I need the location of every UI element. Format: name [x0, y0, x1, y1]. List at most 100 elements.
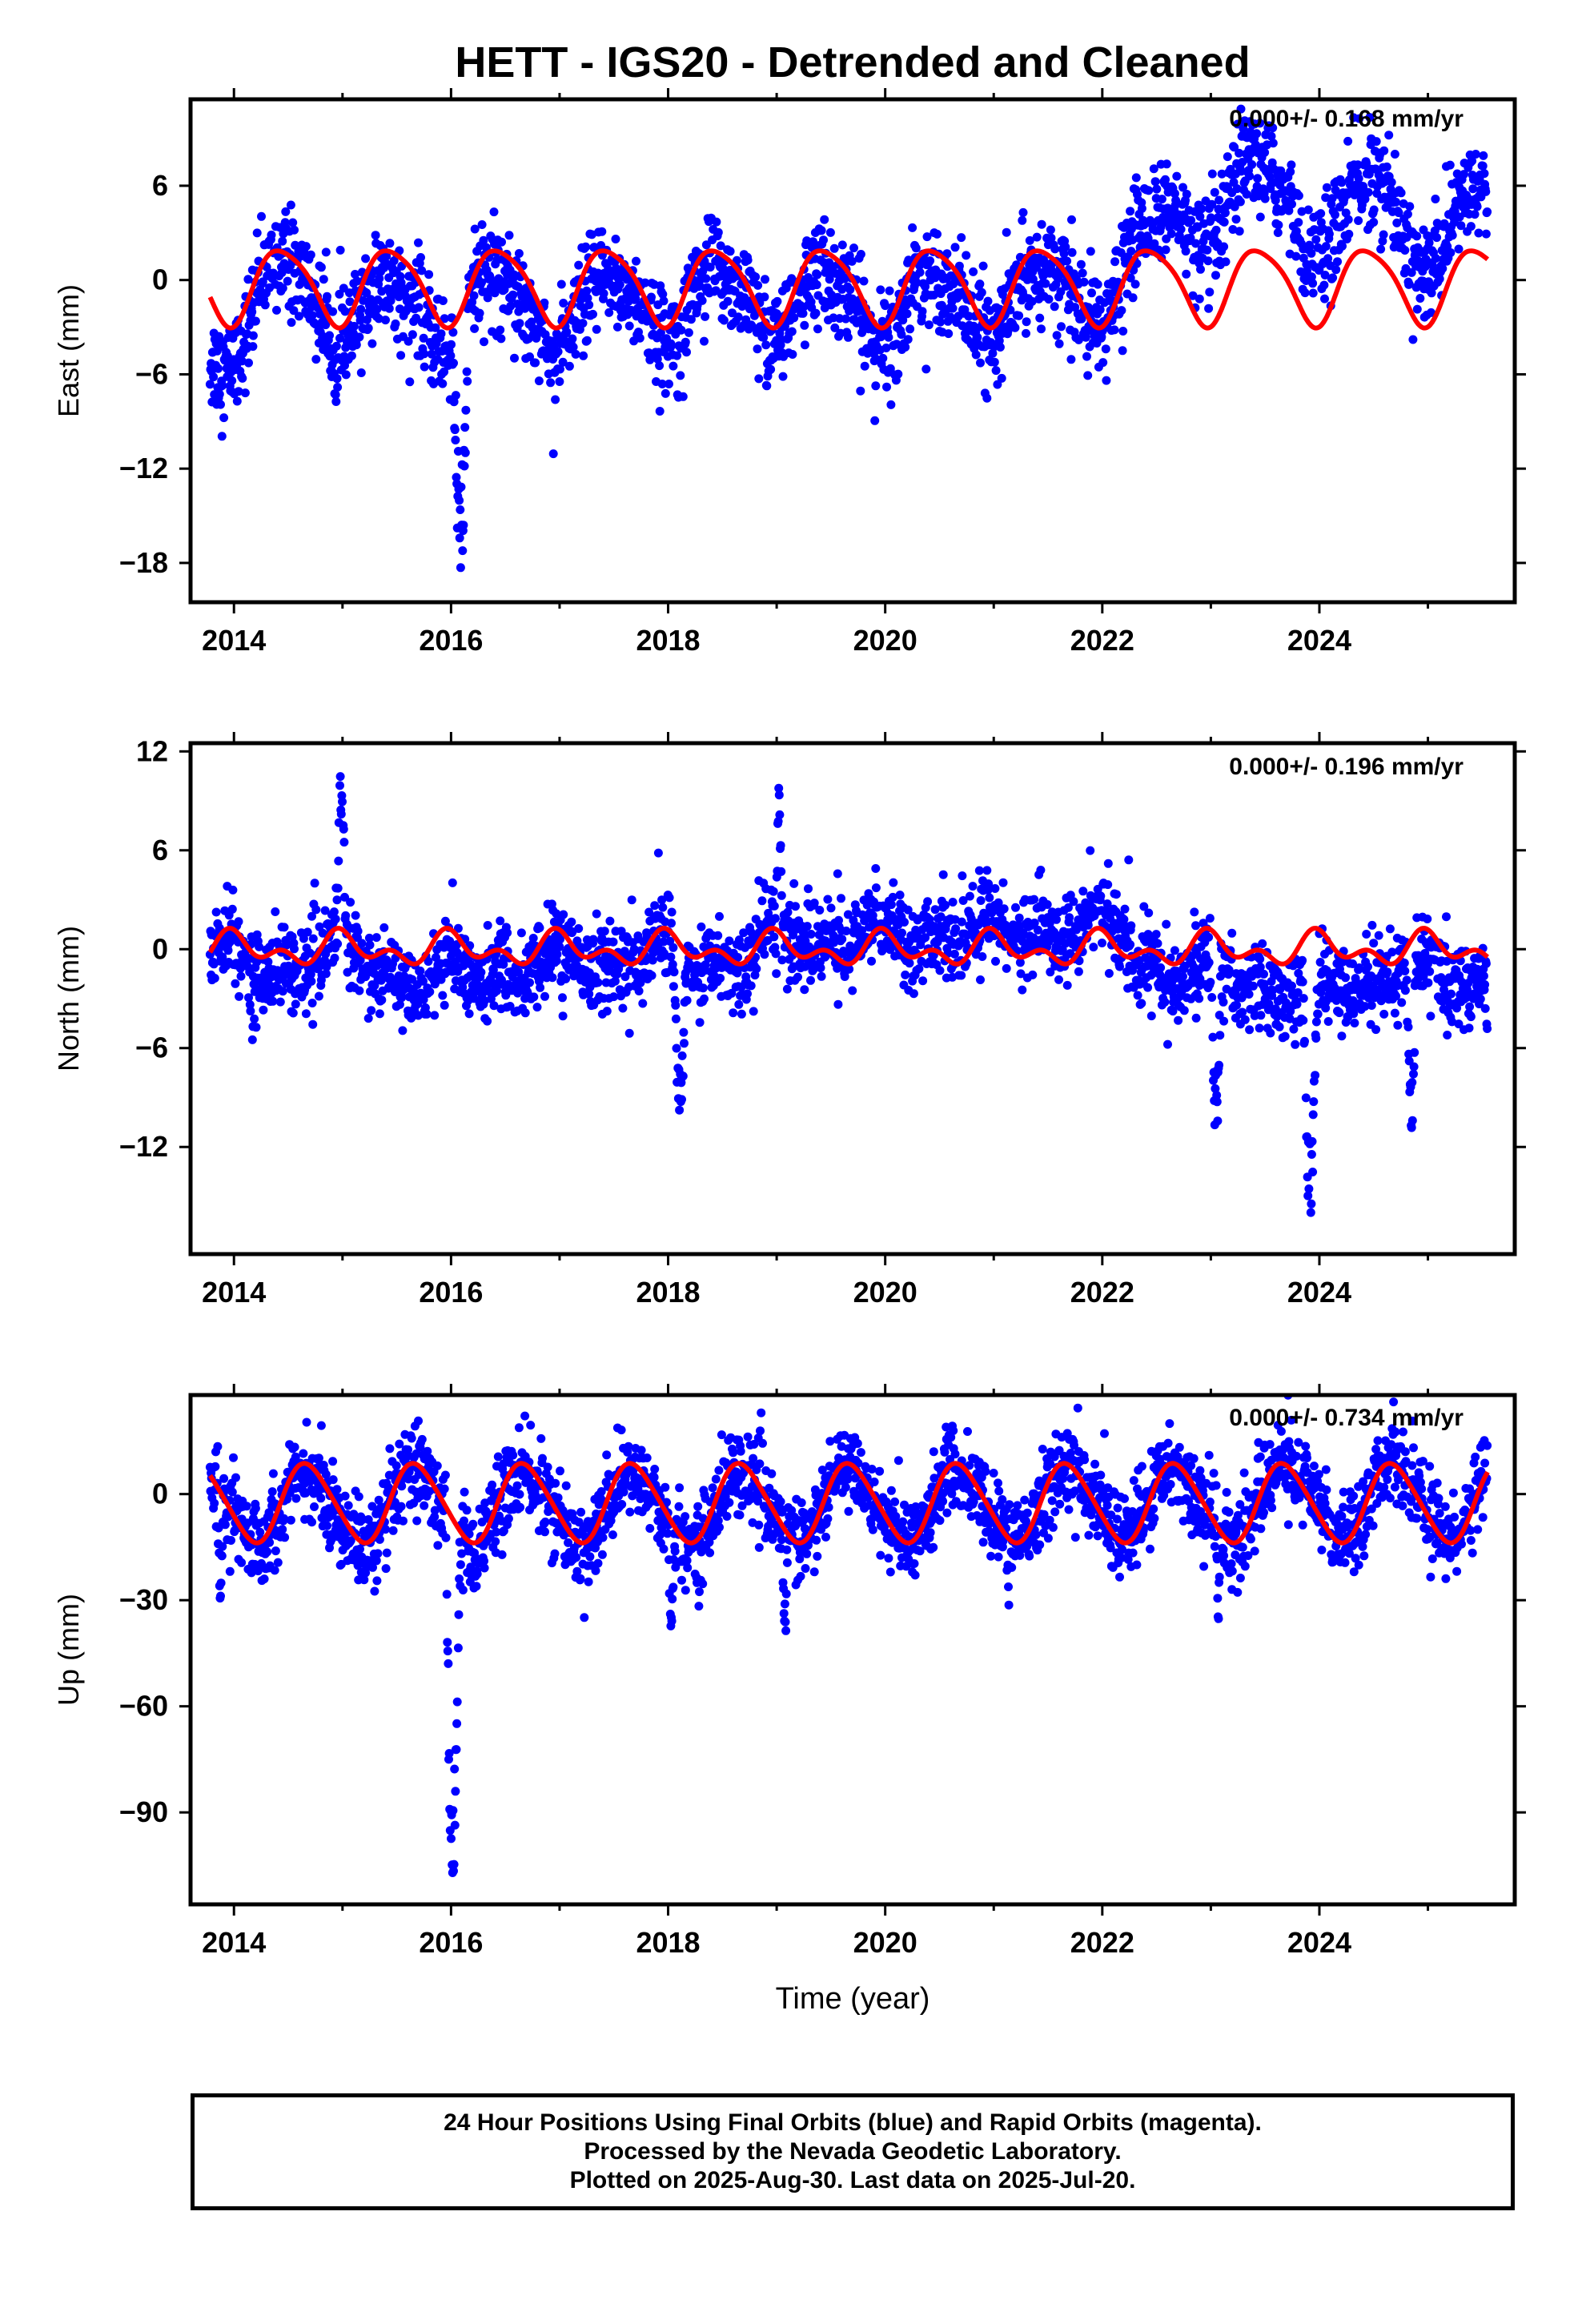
data-point	[713, 227, 723, 237]
data-point	[558, 993, 567, 1003]
data-point	[1245, 171, 1255, 181]
data-point	[252, 957, 262, 967]
data-point	[936, 912, 946, 922]
data-point	[1271, 195, 1280, 205]
data-point	[515, 319, 524, 328]
data-point	[1297, 207, 1307, 216]
data-point	[1115, 962, 1124, 971]
data-point	[771, 949, 781, 959]
data-point	[1480, 1003, 1490, 1013]
data-point	[915, 261, 924, 271]
data-point	[1102, 376, 1111, 385]
data-point	[335, 245, 345, 255]
data-point	[1456, 221, 1466, 231]
data-point	[1131, 173, 1141, 183]
data-point	[331, 915, 340, 924]
data-point	[793, 972, 802, 982]
data-point	[451, 436, 460, 444]
data-point	[982, 866, 992, 875]
data-point	[496, 916, 505, 926]
data-point	[1446, 248, 1456, 257]
data-point	[743, 989, 752, 999]
data-point	[1146, 1011, 1156, 1021]
data-point	[1182, 190, 1191, 199]
data-point	[1427, 288, 1436, 298]
data-point	[1439, 219, 1449, 228]
data-point	[385, 239, 395, 248]
data-point	[806, 975, 815, 985]
data-point	[1313, 1009, 1323, 1019]
data-point	[1392, 218, 1402, 227]
data-point	[1230, 143, 1239, 152]
data-point	[1191, 1013, 1201, 1023]
data-point	[958, 871, 967, 881]
data-point	[1186, 233, 1195, 243]
data-point	[1447, 989, 1456, 999]
data-point	[275, 997, 285, 1007]
data-point	[1298, 977, 1307, 987]
data-point	[404, 336, 413, 346]
data-point	[375, 274, 384, 283]
data-point	[837, 240, 847, 250]
data-point	[587, 230, 596, 239]
data-point	[647, 971, 656, 980]
data-point	[247, 308, 257, 316]
data-point	[436, 329, 446, 339]
data-point	[355, 332, 364, 342]
y-tick-label: −6	[135, 357, 168, 390]
data-point	[675, 1105, 685, 1115]
data-point	[496, 325, 505, 335]
data-point	[1423, 978, 1433, 987]
data-point	[1002, 227, 1011, 237]
data-point	[772, 969, 781, 979]
data-point	[355, 986, 364, 995]
data-point	[398, 1026, 408, 1035]
data-point	[991, 366, 1001, 376]
data-point	[994, 898, 1003, 907]
data-point	[377, 995, 387, 1005]
data-point	[1324, 229, 1334, 239]
data-point	[1307, 248, 1316, 258]
data-point	[1120, 904, 1130, 914]
data-point	[476, 967, 486, 977]
data-point	[847, 256, 857, 266]
data-point	[984, 879, 994, 889]
data-point	[976, 975, 985, 984]
data-point	[609, 992, 619, 1002]
data-point	[234, 917, 243, 927]
x-tick-label: 2016	[419, 1276, 483, 1309]
data-point	[456, 482, 466, 492]
data-point	[1010, 323, 1020, 332]
data-point	[1195, 211, 1205, 221]
data-point	[632, 256, 640, 266]
data-point	[1376, 244, 1386, 254]
data-point	[816, 963, 825, 973]
data-point	[759, 332, 769, 342]
data-point	[1025, 235, 1034, 245]
data-point	[746, 981, 756, 991]
data-point	[922, 232, 932, 242]
figure-title: HETT - IGS20 - Detrended and Cleaned	[455, 38, 1250, 86]
data-point	[1078, 268, 1087, 278]
data-point	[1308, 1110, 1318, 1120]
data-point	[1018, 928, 1028, 938]
data-point	[806, 930, 816, 939]
data-point	[287, 318, 296, 328]
data-point	[678, 392, 688, 401]
data-point	[464, 1009, 474, 1019]
data-point	[1405, 202, 1415, 211]
data-point	[1044, 295, 1054, 304]
data-point	[1133, 991, 1142, 1000]
data-point	[697, 296, 707, 305]
data-point	[1412, 231, 1422, 241]
data-point	[483, 921, 492, 930]
data-point	[1022, 317, 1031, 327]
data-point	[353, 927, 363, 936]
data-point	[676, 371, 685, 380]
data-point	[1369, 939, 1379, 948]
data-point	[513, 282, 523, 292]
data-point	[1468, 184, 1478, 194]
data-point	[505, 1002, 515, 1011]
x-tick-label: 2024	[1287, 624, 1351, 657]
data-point	[1205, 287, 1215, 297]
